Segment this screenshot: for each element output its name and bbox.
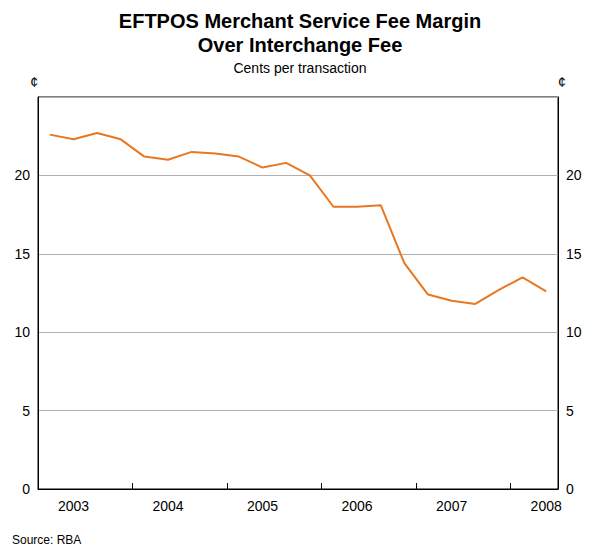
svg-text:¢: ¢ (30, 74, 38, 90)
svg-text:Over Interchange Fee: Over Interchange Fee (198, 34, 403, 56)
svg-text:2003: 2003 (58, 498, 89, 514)
svg-text:Cents per transaction: Cents per transaction (233, 60, 366, 76)
svg-text:20: 20 (566, 167, 582, 183)
svg-text:15: 15 (14, 246, 30, 262)
svg-text:10: 10 (566, 324, 582, 340)
svg-text:2007: 2007 (436, 498, 467, 514)
svg-text:Source: RBA: Source: RBA (12, 533, 81, 547)
svg-text:20: 20 (14, 167, 30, 183)
svg-text:2005: 2005 (247, 498, 278, 514)
svg-text:10: 10 (14, 324, 30, 340)
svg-text:2004: 2004 (152, 498, 183, 514)
svg-text:0: 0 (566, 481, 574, 497)
svg-text:5: 5 (566, 403, 574, 419)
svg-text:2008: 2008 (531, 498, 562, 514)
svg-text:¢: ¢ (558, 74, 566, 90)
svg-text:EFTPOS Merchant Service Fee Ma: EFTPOS Merchant Service Fee Margin (119, 10, 481, 32)
svg-text:2006: 2006 (342, 498, 373, 514)
svg-text:5: 5 (22, 403, 30, 419)
svg-text:15: 15 (566, 246, 582, 262)
svg-text:0: 0 (22, 481, 30, 497)
